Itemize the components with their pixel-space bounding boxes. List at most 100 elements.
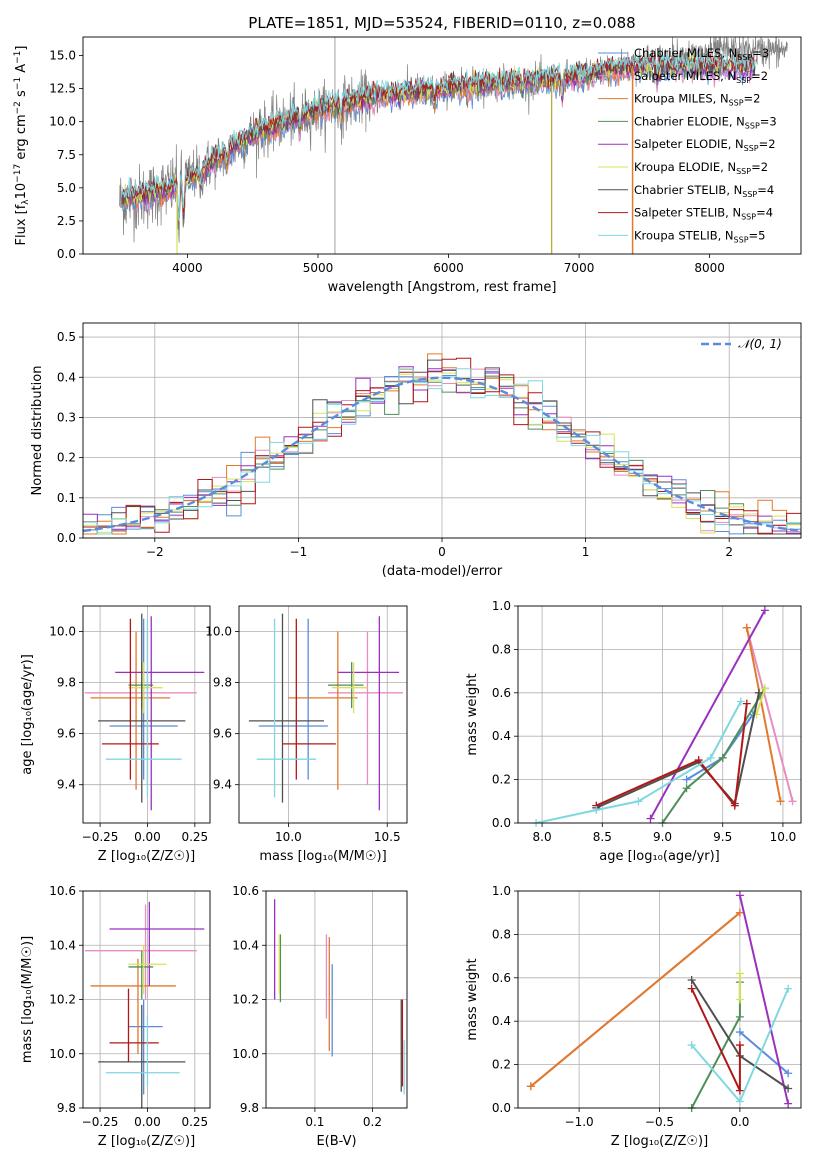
x-tick-label: −0.25: [82, 1115, 119, 1129]
legend-label: Chabrier ELODIE, NSSP=3: [634, 114, 777, 130]
legend-label-sub: SSP: [737, 53, 752, 62]
legend-label-tail: =3: [760, 114, 777, 128]
x-tick-label: 8000: [694, 261, 725, 275]
x-tick-label: 10.5: [374, 830, 401, 844]
legend-label-text: Chabrier STELIB, N: [634, 183, 742, 197]
y-tick-label: 9.8: [213, 676, 232, 690]
legend-label-text: Salpeter STELIB, N: [634, 206, 741, 220]
weight-series: [530, 911, 741, 1088]
weight-marker: [735, 1097, 744, 1106]
axes-frame: [82, 36, 802, 255]
weight-marker: [687, 975, 696, 984]
y-tick-label: 7.5: [57, 148, 76, 162]
legend-label-text: Chabrier ELODIE, N: [634, 114, 745, 128]
weight-series: [739, 1031, 789, 1075]
weight-marker: [735, 891, 744, 900]
weight-marker: [694, 756, 703, 765]
weight-marker: [682, 775, 691, 784]
x-tick-label: 0.00: [134, 830, 161, 844]
legend-label-sub: SSP: [742, 190, 757, 199]
legend-label-tail: =4: [757, 183, 774, 197]
y-tick-label: 0.4: [492, 1014, 511, 1028]
residual-histogram: [83, 368, 801, 535]
legend-label-sub: SSP: [744, 144, 759, 153]
legend-label-tail: =4: [756, 206, 773, 220]
model-spectrum: [121, 47, 756, 220]
y-tick-label: 9.4: [57, 778, 76, 792]
y-tick-label: 10.2: [232, 993, 259, 1007]
x-axis-label: (data-model)/error: [382, 564, 503, 579]
y-axis-label-part: erg cm: [14, 114, 29, 163]
weight-marker: [784, 1069, 793, 1078]
y-tick-label: 9.8: [57, 1101, 76, 1115]
y-tick-label: 10.4: [232, 938, 259, 952]
x-tick-label: −1: [290, 545, 308, 559]
y-axis-label-part: Flux [f: [14, 204, 29, 245]
y-tick-label: 9.6: [57, 727, 76, 741]
y-axis-label-part: 10: [14, 183, 29, 200]
legend-label: Salpeter STELIB, NSSP=4: [634, 206, 773, 222]
figure-title: PLATE=1851, MJD=53524, FIBERID=0110, z=0…: [248, 14, 635, 32]
x-axis-label: mass [log₁₀(M/M☉)]: [259, 849, 386, 864]
y-tick-label: 10.4: [49, 938, 76, 952]
weight-marker: [592, 805, 601, 814]
y-tick-label: 0.4: [492, 729, 511, 743]
y-tick-label: 0.6: [492, 686, 511, 700]
x-tick-label: 2: [725, 545, 733, 559]
weight-series: [738, 895, 790, 1104]
weight-series: [745, 627, 782, 802]
weight-marker: [784, 984, 793, 993]
y-tick-label: 9.8: [240, 1101, 259, 1115]
axes-frame: [238, 605, 408, 824]
y-tick-label: 0.6: [492, 971, 511, 985]
y-axis-label-part: λ: [21, 199, 31, 205]
legend-label-text: Salpeter MILES, N: [634, 69, 736, 83]
y-axis-label-part: −1: [13, 77, 23, 90]
x-tick-label: 1: [582, 545, 590, 559]
legend-label: Chabrier STELIB, NSSP=4: [634, 183, 774, 199]
panel-residuals: −2 −1 0 1 2 0.0 0.1 0.2 0.3 0.4 0.5 (data-model)/er…: [30, 322, 802, 579]
y-axis-label: Normed distribution: [30, 366, 45, 496]
y-axis-label-part: A: [14, 64, 29, 77]
legend-label-sub: SSP: [729, 99, 744, 108]
legend-label: Salpeter ELODIE, NSSP=2: [634, 137, 776, 153]
y-axis-label-part: −2: [13, 101, 23, 114]
y-tick-label: 15.0: [49, 49, 76, 63]
y-axis-label-part: −17: [13, 164, 23, 183]
x-axis-label: E(B-V): [316, 1134, 356, 1149]
weight-marker: [634, 797, 643, 806]
x-tick-label: 10.0: [770, 830, 797, 844]
panel-massweight_vs_age: 8.0 8.5 9.0 9.5 10.0 0.0 0.2 0.4 0.6 0.8 1.0 age [l…: [465, 599, 802, 864]
weight-marker: [735, 1028, 744, 1037]
y-axis-label-part: −1: [13, 51, 23, 64]
x-tick-label: 0.2: [363, 1115, 382, 1129]
weight-series: [595, 703, 748, 809]
weight-marker: [718, 753, 727, 762]
x-tick-label: 4000: [172, 261, 203, 275]
legend-label-text: Kroupa ELODIE, N: [634, 160, 736, 174]
legend-label-tail: =3: [752, 46, 769, 60]
legend-label-tail: =2: [759, 137, 776, 151]
y-axis-label: age [log₁₀(age/yr)]: [20, 654, 35, 775]
y-tick-label: 9.8: [57, 676, 76, 690]
y-tick-label: 0.3: [57, 410, 76, 424]
x-tick-label: 5000: [303, 261, 334, 275]
y-tick-label: 0.0: [492, 1101, 511, 1115]
weight-marker: [735, 995, 744, 1004]
x-tick-label: 10.0: [275, 830, 302, 844]
weight-series: [745, 627, 794, 802]
legend-label-text: Kroupa STELIB, N: [634, 228, 734, 242]
legend-label-tail: =2: [744, 92, 761, 106]
weight-marker: [735, 1041, 744, 1050]
weight-marker: [735, 908, 744, 917]
axes-frame: [517, 605, 802, 824]
y-tick-label: 10.0: [49, 115, 76, 129]
panel-massweight_vs_Z: −1.0 −0.5 0.0 0.0 0.2 0.4 0.6 0.8 1.0 Z [log₁₀(Z/…: [465, 884, 802, 1149]
x-tick-label: 0.25: [181, 1115, 208, 1129]
legend-label-sub: SSP: [736, 167, 751, 176]
legend-label-sub: SSP: [736, 76, 751, 85]
y-axis-label-part: ]: [14, 46, 29, 51]
legend-label: Chabrier MILES, NSSP=3: [634, 46, 769, 62]
x-axis-label: Z [log₁₀(Z/Z☉)]: [98, 1134, 195, 1149]
